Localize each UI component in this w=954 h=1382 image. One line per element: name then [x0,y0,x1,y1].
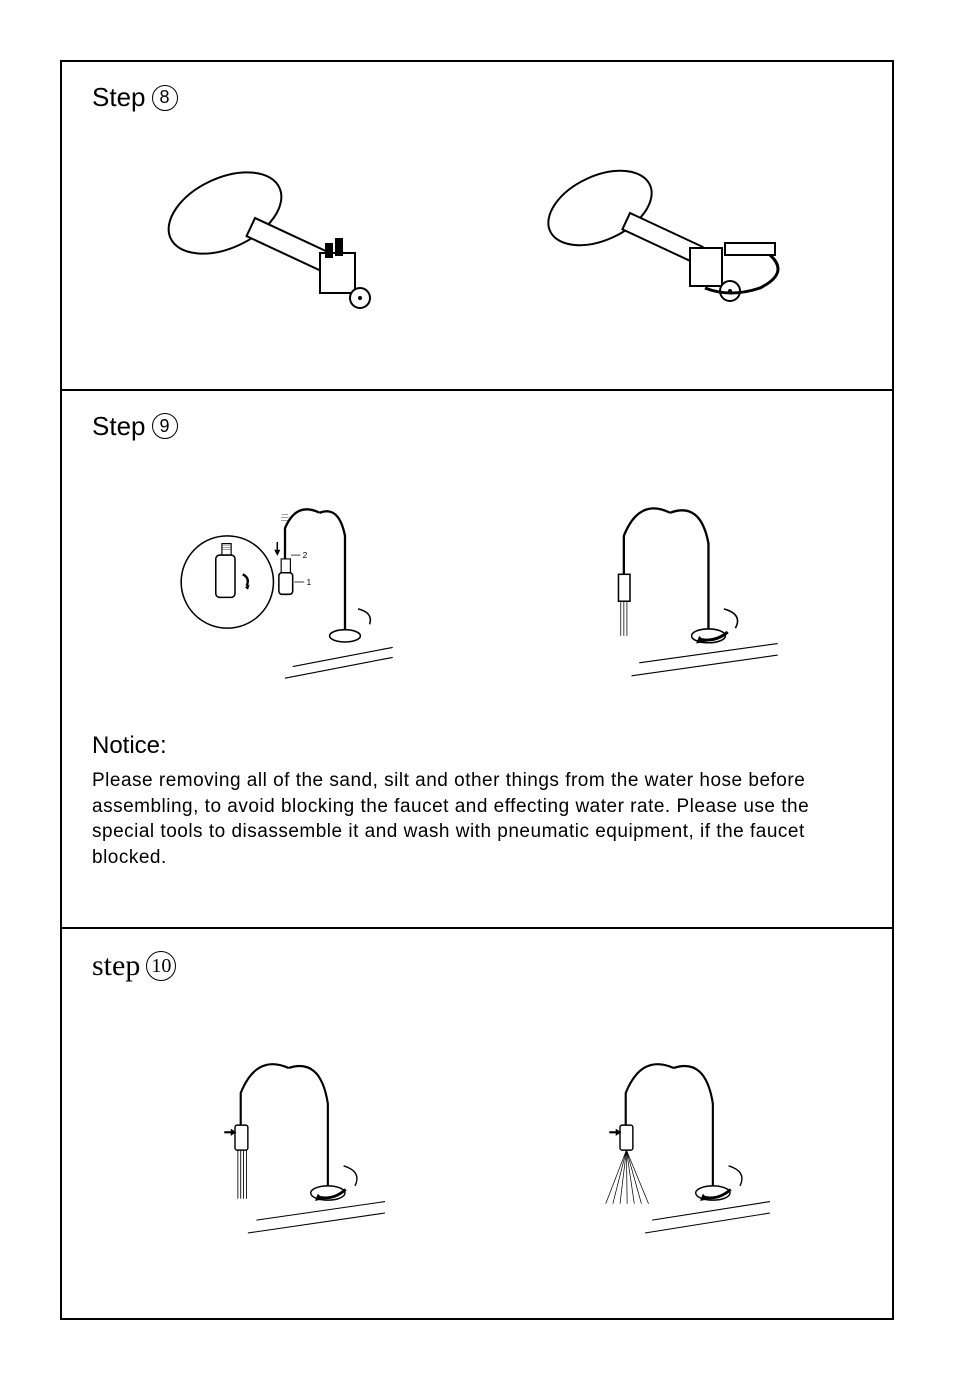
faucet-spray-diagram-icon [530,1043,810,1243]
faucet-detail-illustration: 2 1 [145,482,425,682]
step-9-illustrations: 2 1 [92,452,862,712]
faucet-detail-diagram-icon: 2 1 [145,482,425,682]
section-step-10: step 10 [62,929,892,1318]
step-9-number: 9 [152,413,178,439]
callout-1-label: 1 [306,577,311,587]
notice-text: Please removing all of the sand, silt an… [92,768,862,871]
faucet-spray-illustration [530,1043,810,1243]
faucet-installed-illustration [530,482,810,682]
step-8-label: Step 8 [92,82,862,113]
page-border: Step 8 [60,60,894,1320]
section-step-8: Step 8 [62,62,892,391]
notice-heading: Notice: [92,732,862,760]
step-10-label: step 10 [92,949,862,983]
valve-diagram-icon [145,143,425,343]
step-10-number: 10 [146,951,176,981]
valve-connected-diagram-icon [530,143,810,343]
callout-2-label: 2 [302,550,307,560]
step-8-prefix: Step [92,82,146,113]
step-9-label: Step 9 [92,411,862,442]
step-9-prefix: Step [92,411,146,442]
faucet-stream-illustration [145,1043,425,1243]
step-8-number: 8 [152,85,178,111]
section-step-9: Step 9 [62,391,892,929]
faucet-stream-diagram-icon [145,1043,425,1243]
valve-before-illustration [145,143,425,343]
step-10-illustrations [92,1003,862,1283]
valve-after-illustration [530,143,810,343]
step-8-illustrations [92,133,862,353]
step-10-prefix: step [92,949,140,983]
faucet-installed-diagram-icon [530,482,810,682]
